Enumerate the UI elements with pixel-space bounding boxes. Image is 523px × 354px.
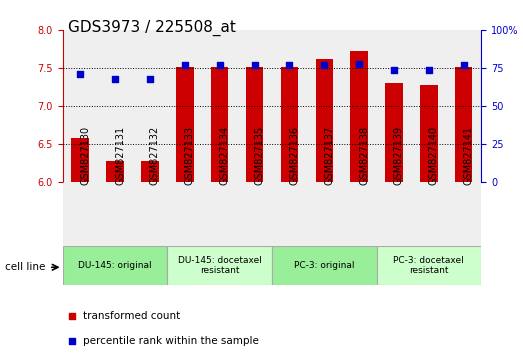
Point xyxy=(111,76,119,82)
Bar xyxy=(167,246,272,285)
Bar xyxy=(106,161,124,182)
Text: GSM827131: GSM827131 xyxy=(115,126,125,185)
Text: GSM827139: GSM827139 xyxy=(394,126,404,185)
Bar xyxy=(412,30,446,182)
Point xyxy=(215,62,224,68)
Bar xyxy=(176,67,194,182)
Bar xyxy=(272,246,377,285)
Bar xyxy=(63,30,98,182)
Text: transformed count: transformed count xyxy=(83,311,180,321)
Bar xyxy=(272,30,307,182)
Bar xyxy=(237,30,272,182)
Text: DU-145: docetaxel
resistant: DU-145: docetaxel resistant xyxy=(178,256,262,275)
Text: GSM827141: GSM827141 xyxy=(464,126,474,185)
Bar xyxy=(132,30,167,182)
Text: PC-3: docetaxel
resistant: PC-3: docetaxel resistant xyxy=(393,256,464,275)
Bar xyxy=(246,67,263,182)
Bar xyxy=(446,182,481,246)
Bar xyxy=(377,182,412,246)
Bar xyxy=(63,246,167,285)
Bar xyxy=(377,30,412,182)
Text: GSM827137: GSM827137 xyxy=(324,126,334,185)
Bar xyxy=(385,84,403,182)
Bar xyxy=(167,182,202,246)
Bar xyxy=(132,182,167,246)
Bar xyxy=(307,30,342,182)
Point xyxy=(251,62,259,68)
Text: GSM827132: GSM827132 xyxy=(150,126,160,185)
Bar xyxy=(377,246,481,285)
Bar xyxy=(455,67,472,182)
Bar xyxy=(307,182,342,246)
Text: GSM827136: GSM827136 xyxy=(289,126,299,185)
Point xyxy=(76,72,84,77)
Point xyxy=(320,62,328,68)
Point xyxy=(146,76,154,82)
Bar xyxy=(63,182,98,246)
Point xyxy=(358,11,367,17)
Bar xyxy=(412,182,446,246)
Text: GSM827135: GSM827135 xyxy=(255,126,265,185)
Text: GSM827134: GSM827134 xyxy=(220,126,230,185)
Point xyxy=(180,62,189,68)
Text: GSM827130: GSM827130 xyxy=(80,126,90,185)
Bar xyxy=(211,67,229,182)
Bar xyxy=(420,85,438,182)
Bar xyxy=(446,30,481,182)
Bar xyxy=(98,182,132,246)
Bar xyxy=(315,59,333,182)
Point xyxy=(355,61,363,67)
Bar xyxy=(72,138,89,182)
Bar xyxy=(272,182,307,246)
Text: cell line: cell line xyxy=(5,262,46,272)
Bar xyxy=(342,182,377,246)
Bar xyxy=(98,30,132,182)
Bar xyxy=(141,161,158,182)
Text: PC-3: original: PC-3: original xyxy=(294,261,355,270)
Point xyxy=(425,67,433,73)
Text: DU-145: original: DU-145: original xyxy=(78,261,152,270)
Bar xyxy=(281,67,298,182)
Point xyxy=(390,67,398,73)
Point xyxy=(285,62,293,68)
Text: GSM827133: GSM827133 xyxy=(185,126,195,185)
Bar xyxy=(202,182,237,246)
Bar xyxy=(350,51,368,182)
Bar xyxy=(342,30,377,182)
Point xyxy=(460,62,468,68)
Text: percentile rank within the sample: percentile rank within the sample xyxy=(83,336,258,346)
Text: GSM827140: GSM827140 xyxy=(429,126,439,185)
Bar xyxy=(202,30,237,182)
Text: GDS3973 / 225508_at: GDS3973 / 225508_at xyxy=(68,19,236,36)
Text: GSM827138: GSM827138 xyxy=(359,126,369,185)
Bar xyxy=(167,30,202,182)
Point xyxy=(358,241,367,247)
Bar xyxy=(237,182,272,246)
